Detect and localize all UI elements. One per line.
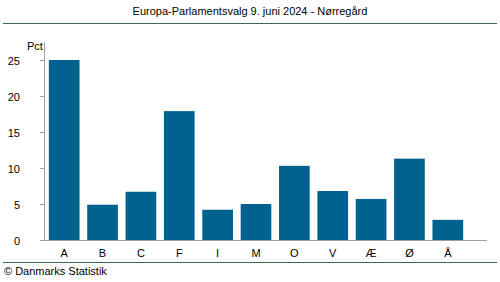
bar [432,220,463,240]
bar [49,60,80,240]
y-tick-label: 5 [14,199,20,211]
bar [241,204,272,240]
x-axis-line [40,240,487,241]
x-tick-label: M [251,247,260,259]
y-tick [40,60,44,61]
x-tick-label: V [329,247,337,259]
bar [164,111,195,240]
x-tick-label: O [290,247,299,259]
bar [356,199,387,240]
y-axis-label: Pct. [27,40,46,52]
bar [394,159,425,240]
chart-svg: Europa-Parlamentsvalg 9. juni 2024 - Nør… [0,0,500,282]
bottom-rule [3,262,497,263]
bar [279,166,310,240]
x-tick-label: C [137,247,145,259]
title: Europa-Parlamentsvalg 9. juni 2024 - Nør… [133,5,368,17]
x-tick-label: F [176,247,183,259]
top-rule [3,23,497,24]
y-tick-label: 25 [8,55,20,67]
x-tick-label: I [216,247,219,259]
y-tick [40,132,44,133]
x-tick-label: A [61,247,69,259]
bar [87,205,118,240]
chart-container: Europa-Parlamentsvalg 9. juni 2024 - Nør… [0,0,500,282]
y-tick-label: 10 [8,163,20,175]
bar [126,192,157,240]
source: © Danmarks Statistik [4,265,107,277]
bar [317,191,348,240]
bar [202,210,233,240]
x-tick-label: B [99,247,106,259]
y-tick-label: 0 [14,235,20,247]
y-tick [40,168,44,169]
y-tick-label: 15 [8,127,20,139]
x-tick-label: Å [444,247,452,259]
x-tick-label: Ø [405,247,414,259]
x-tick-label: Æ [366,247,377,259]
y-tick [40,96,44,97]
y-axis-line [44,42,45,240]
y-tick-label: 20 [8,91,20,103]
bars [49,60,463,240]
y-tick [40,204,44,205]
